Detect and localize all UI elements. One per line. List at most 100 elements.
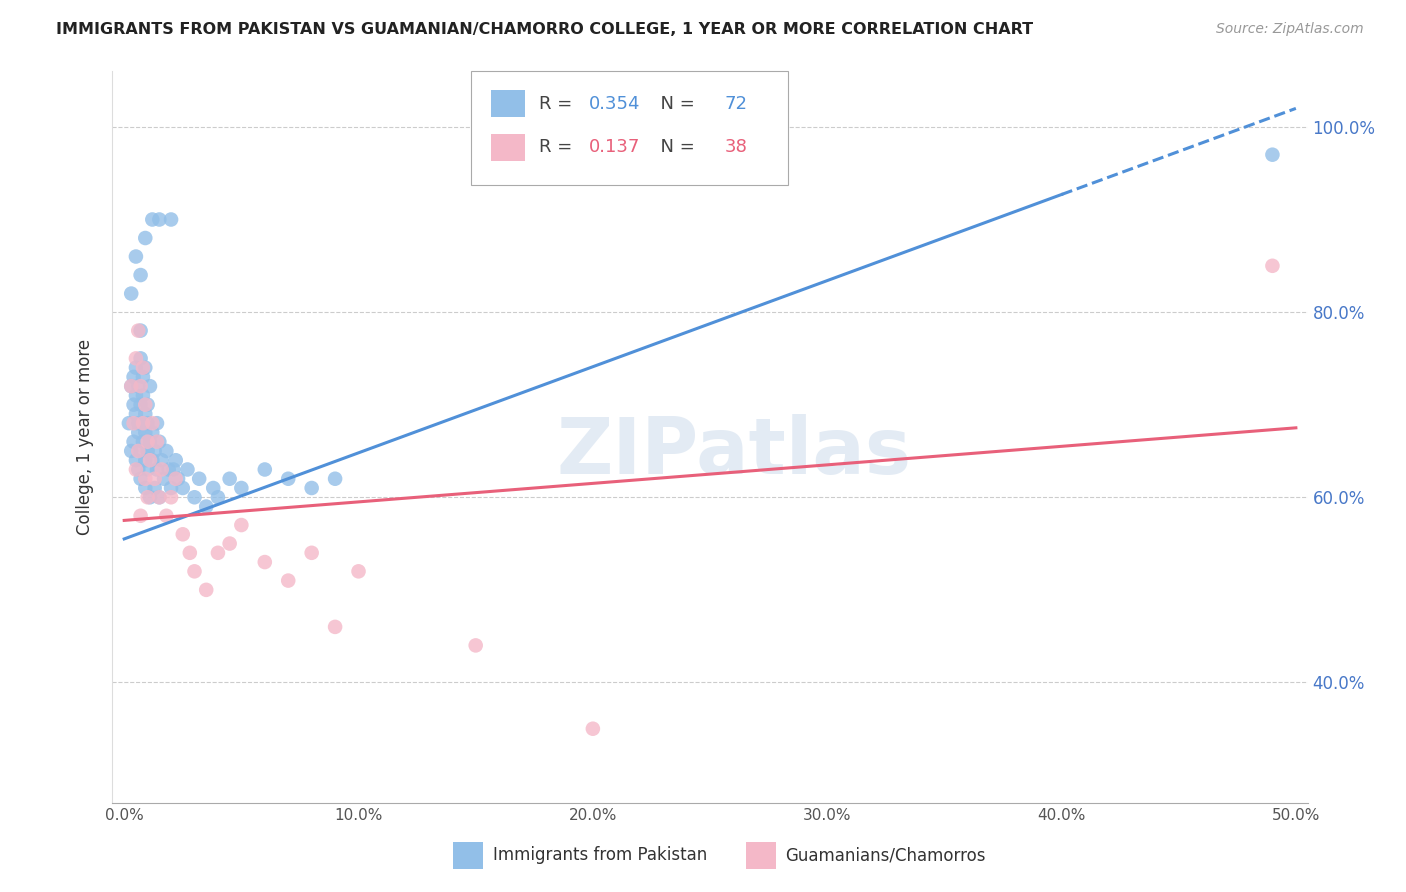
Point bbox=[148, 212, 170, 227]
Point bbox=[172, 527, 194, 541]
Text: R =: R = bbox=[538, 138, 578, 156]
Point bbox=[347, 565, 370, 579]
Point bbox=[146, 434, 169, 449]
Point bbox=[1261, 147, 1284, 161]
Point bbox=[134, 407, 156, 421]
Point bbox=[134, 398, 156, 412]
Point bbox=[120, 286, 142, 301]
Point bbox=[148, 434, 170, 449]
Point bbox=[143, 444, 166, 458]
Point bbox=[301, 481, 323, 495]
Point bbox=[118, 416, 141, 430]
Point bbox=[122, 370, 145, 384]
Point bbox=[136, 434, 159, 449]
Point bbox=[141, 425, 163, 440]
Point bbox=[188, 472, 211, 486]
Y-axis label: College, 1 year or more: College, 1 year or more bbox=[76, 339, 94, 535]
Point bbox=[323, 620, 346, 634]
Bar bbox=[747, 842, 776, 869]
Point bbox=[134, 360, 156, 375]
Point bbox=[136, 490, 159, 504]
Point bbox=[165, 453, 187, 467]
Point bbox=[127, 324, 149, 338]
Point bbox=[132, 370, 155, 384]
Text: ZIPatlas: ZIPatlas bbox=[557, 414, 911, 490]
Point bbox=[132, 360, 155, 375]
Point bbox=[141, 453, 163, 467]
Point bbox=[172, 481, 194, 495]
Point bbox=[202, 481, 225, 495]
Point bbox=[195, 582, 218, 597]
Point bbox=[129, 472, 152, 486]
Point bbox=[127, 462, 149, 476]
Point bbox=[125, 351, 148, 366]
Point bbox=[125, 453, 148, 467]
Point bbox=[125, 407, 148, 421]
Point bbox=[464, 639, 486, 653]
Point bbox=[160, 490, 183, 504]
Point bbox=[167, 472, 190, 486]
Point bbox=[129, 268, 152, 282]
Point bbox=[277, 574, 299, 588]
Point bbox=[129, 444, 152, 458]
Point bbox=[141, 212, 163, 227]
Text: 72: 72 bbox=[724, 95, 748, 112]
Point bbox=[195, 500, 218, 514]
Point bbox=[150, 453, 173, 467]
Point bbox=[165, 472, 187, 486]
Point bbox=[132, 434, 155, 449]
Point bbox=[132, 388, 155, 402]
Point bbox=[176, 462, 198, 476]
Point bbox=[139, 379, 162, 393]
Text: 0.137: 0.137 bbox=[589, 138, 641, 156]
Point bbox=[146, 416, 169, 430]
Point bbox=[253, 555, 276, 569]
Point bbox=[207, 546, 229, 560]
Point bbox=[148, 490, 170, 504]
Point bbox=[139, 490, 162, 504]
Point bbox=[127, 379, 149, 393]
Point bbox=[136, 444, 159, 458]
Point bbox=[125, 388, 148, 402]
Point bbox=[127, 444, 149, 458]
Point bbox=[207, 490, 229, 504]
Point bbox=[150, 462, 173, 476]
Text: 0.354: 0.354 bbox=[589, 95, 641, 112]
Point bbox=[139, 453, 162, 467]
Point bbox=[148, 490, 170, 504]
Point bbox=[146, 462, 169, 476]
Point bbox=[125, 250, 148, 264]
Point bbox=[122, 416, 145, 430]
Text: 38: 38 bbox=[724, 138, 747, 156]
Point bbox=[120, 444, 142, 458]
Point bbox=[132, 416, 155, 430]
Point bbox=[160, 481, 183, 495]
Bar bbox=[491, 90, 524, 118]
Point bbox=[129, 508, 152, 523]
Point bbox=[582, 722, 605, 736]
FancyBboxPatch shape bbox=[471, 71, 787, 185]
Text: Immigrants from Pakistan: Immigrants from Pakistan bbox=[492, 847, 707, 864]
Point bbox=[129, 379, 152, 393]
Point bbox=[122, 434, 145, 449]
Point bbox=[183, 490, 205, 504]
Point bbox=[134, 481, 156, 495]
Point bbox=[143, 481, 166, 495]
Point bbox=[323, 472, 346, 486]
Point bbox=[136, 416, 159, 430]
Point bbox=[125, 462, 148, 476]
Point bbox=[162, 462, 184, 476]
Point bbox=[143, 472, 166, 486]
Point bbox=[253, 462, 276, 476]
Text: Source: ZipAtlas.com: Source: ZipAtlas.com bbox=[1216, 22, 1364, 37]
Point bbox=[134, 425, 156, 440]
Point bbox=[218, 536, 240, 550]
Point bbox=[141, 416, 163, 430]
Point bbox=[139, 434, 162, 449]
Point bbox=[125, 360, 148, 375]
Text: Guamanians/Chamorros: Guamanians/Chamorros bbox=[786, 847, 986, 864]
Point bbox=[277, 472, 299, 486]
Point bbox=[129, 398, 152, 412]
Point bbox=[134, 472, 156, 486]
Point bbox=[120, 379, 142, 393]
